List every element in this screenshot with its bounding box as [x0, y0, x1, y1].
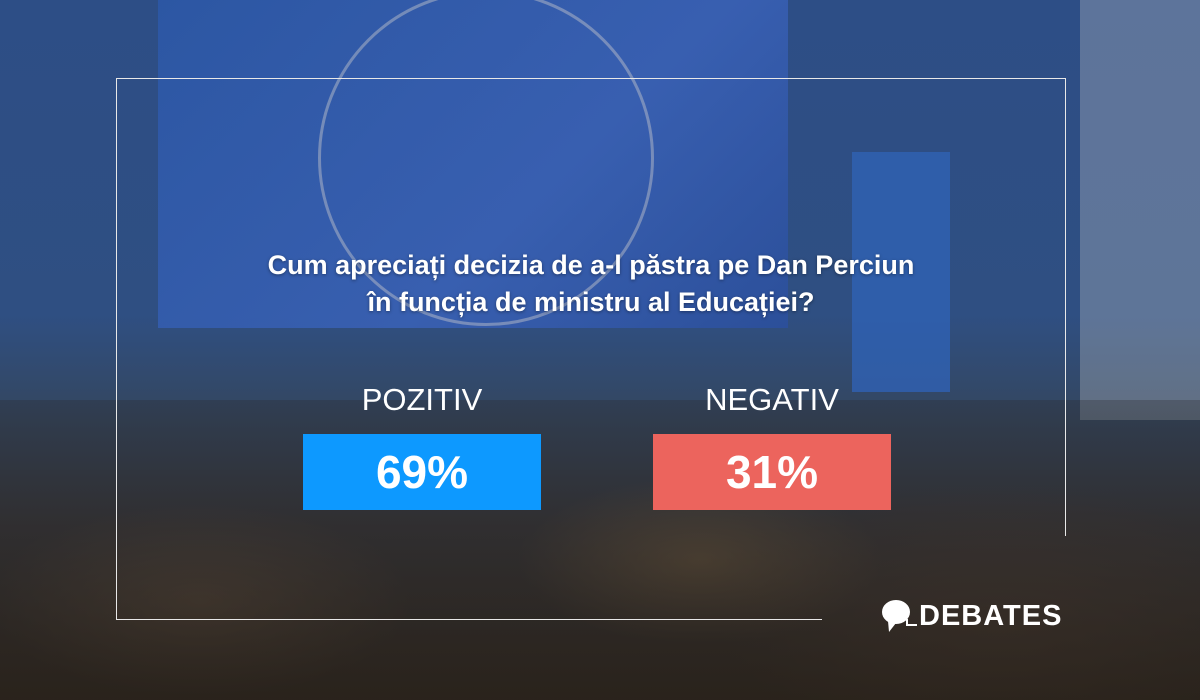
negative-label: NEGATIV: [705, 382, 839, 417]
negative-result: 31%: [653, 434, 891, 510]
frame-border-right: [1065, 78, 1066, 536]
frame-border-left: [116, 78, 117, 620]
speech-bubble-icon: [882, 600, 917, 632]
positive-result: 69%: [303, 434, 541, 510]
brand-name: DEBATES: [919, 599, 1063, 632]
question-line-1: Cum apreciați decizia de a-l păstra pe D…: [267, 250, 915, 280]
side-wall: [1080, 0, 1200, 420]
question-line-2: în funcția de ministru al Educației?: [367, 287, 815, 317]
debates-logo: DEBATES: [881, 599, 1062, 633]
audience: [0, 400, 1200, 700]
university-seal: [318, 0, 654, 326]
positive-label: POZITIV: [361, 382, 483, 417]
frame-border-bottom: [116, 619, 822, 620]
poll-question: Cum apreciați decizia de a-l păstra pe D…: [116, 247, 1066, 321]
frame-border-top: [116, 78, 1066, 79]
conference-banner: [852, 152, 950, 392]
